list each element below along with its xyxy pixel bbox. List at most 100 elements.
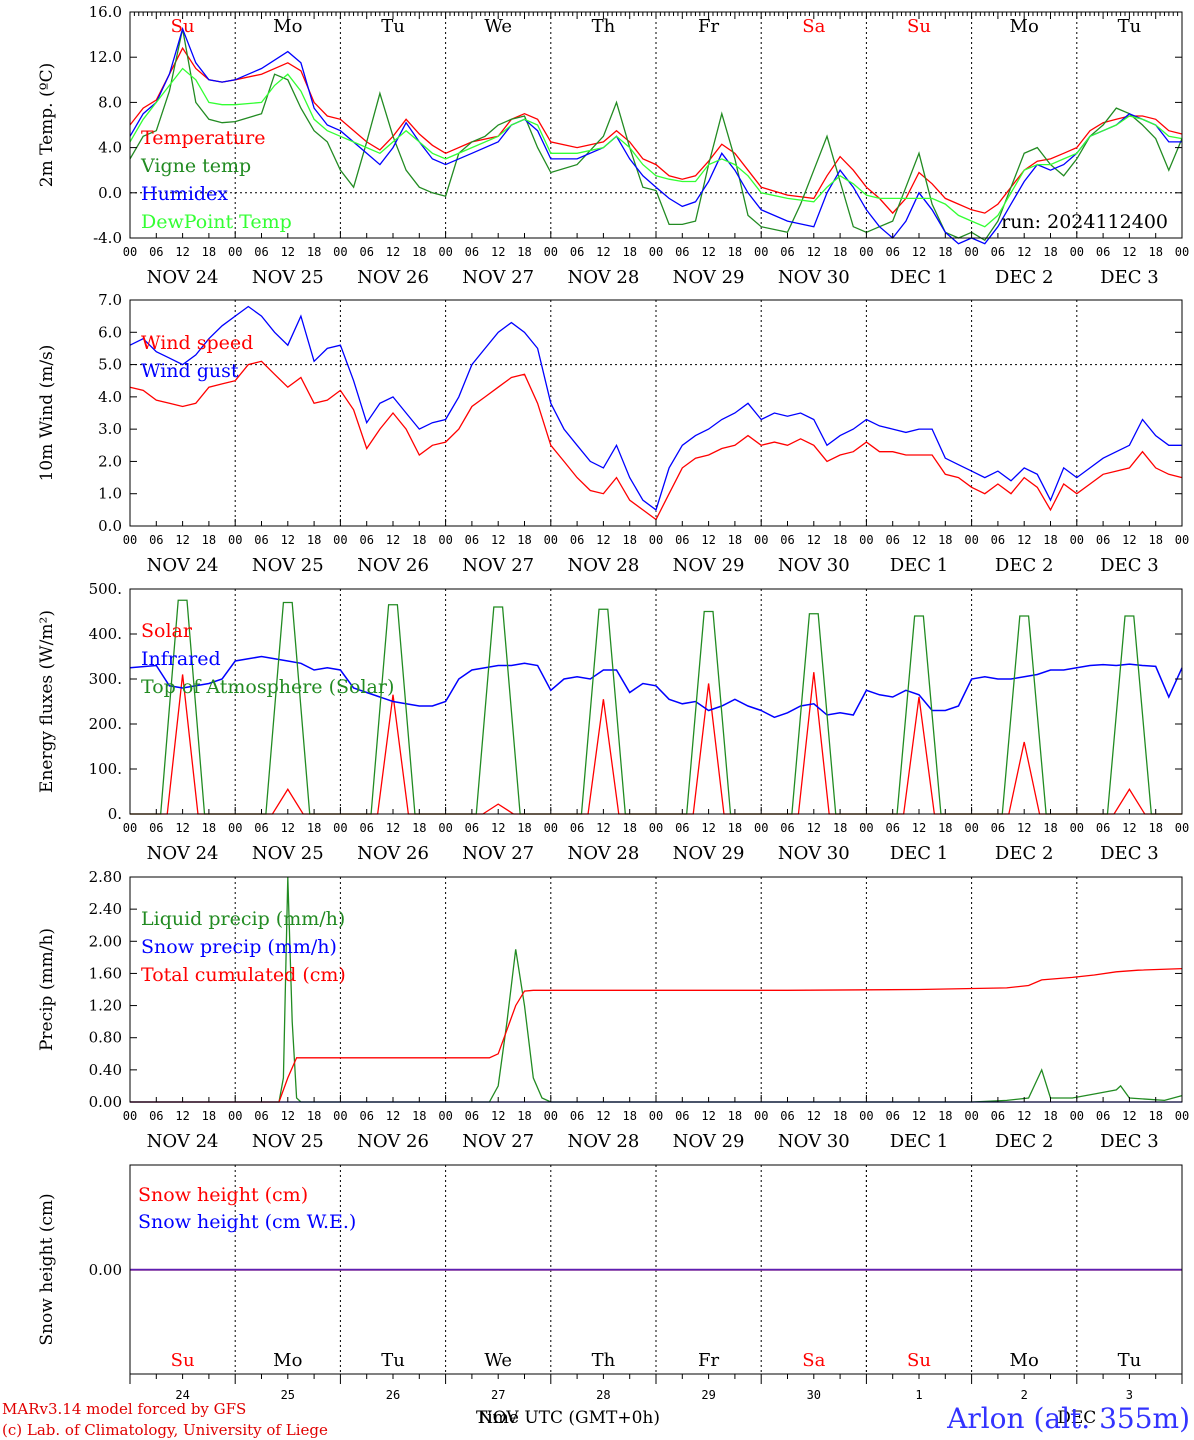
hour-label: 06 bbox=[675, 533, 689, 547]
legend-entry: Liquid precip (mm/h) bbox=[141, 908, 345, 930]
date-label: DEC 1 bbox=[890, 843, 949, 864]
hour-label: 00 bbox=[1175, 245, 1189, 259]
day-label: Tu bbox=[1118, 16, 1142, 37]
y-tick-label: 1.0 bbox=[98, 485, 122, 503]
hour-label: 06 bbox=[675, 1109, 689, 1123]
hour-label: 12 bbox=[281, 1109, 295, 1123]
hour-label: 18 bbox=[833, 1109, 847, 1123]
date-label: DEC 3 bbox=[1100, 555, 1159, 576]
hour-label: 18 bbox=[622, 533, 636, 547]
hour-label: 12 bbox=[491, 1109, 505, 1123]
station-label: Arlon (alt. 355m) bbox=[946, 1402, 1190, 1435]
hour-label: 12 bbox=[175, 245, 189, 259]
hour-label: 06 bbox=[1096, 821, 1110, 835]
hour-label: 00 bbox=[1175, 1109, 1189, 1123]
day-label: We bbox=[484, 16, 512, 37]
series-line-total-cumulated-cm bbox=[130, 967, 1183, 1103]
hour-label: 06 bbox=[149, 533, 163, 547]
y-tick-label: 100. bbox=[89, 760, 122, 778]
bottom-date-label: 1 bbox=[915, 1388, 922, 1402]
y-tick-label: 0. bbox=[108, 805, 122, 823]
date-label: NOV 24 bbox=[147, 267, 219, 288]
date-label: NOV 26 bbox=[357, 267, 429, 288]
hour-label: 12 bbox=[175, 533, 189, 547]
date-label: NOV 25 bbox=[252, 267, 324, 288]
hour-label: 00 bbox=[859, 245, 873, 259]
hour-label: 12 bbox=[807, 1109, 821, 1123]
hour-label: 00 bbox=[1070, 245, 1084, 259]
hour-label: 18 bbox=[728, 1109, 742, 1123]
hour-label: 18 bbox=[938, 821, 952, 835]
hour-label: 06 bbox=[885, 533, 899, 547]
date-label: NOV 25 bbox=[252, 555, 324, 576]
legend-entry: Wind gust bbox=[141, 360, 239, 382]
legend-entry: Snow height (cm W.E.) bbox=[138, 1211, 356, 1233]
hour-label: 00 bbox=[438, 245, 452, 259]
bottom-date-label: 2 bbox=[1021, 1388, 1028, 1402]
hour-label: 06 bbox=[149, 245, 163, 259]
y-tick-label: 2.00 bbox=[89, 932, 122, 950]
hour-label: 00 bbox=[859, 1109, 873, 1123]
day-label: Su bbox=[907, 16, 931, 37]
hour-label: 00 bbox=[544, 245, 558, 259]
hour-label: 12 bbox=[281, 245, 295, 259]
hour-label: 06 bbox=[991, 1109, 1005, 1123]
legend-entry: Humidex bbox=[141, 183, 228, 205]
hour-label: 00 bbox=[123, 821, 137, 835]
hour-label: 12 bbox=[912, 1109, 926, 1123]
hour-label: 06 bbox=[780, 1109, 794, 1123]
hour-label: 12 bbox=[807, 533, 821, 547]
hour-label: 18 bbox=[833, 821, 847, 835]
day-label: Th bbox=[592, 1350, 616, 1371]
day-label: We bbox=[484, 1350, 512, 1371]
hour-label: 00 bbox=[754, 821, 768, 835]
hour-label: 18 bbox=[833, 533, 847, 547]
hour-label: 12 bbox=[386, 533, 400, 547]
hour-label: 00 bbox=[964, 533, 978, 547]
day-label: Mo bbox=[1010, 16, 1039, 37]
hour-label: 12 bbox=[807, 821, 821, 835]
frames-layer bbox=[129, 11, 1183, 1384]
date-label: DEC 3 bbox=[1100, 1131, 1159, 1152]
y-tick-label: 0.80 bbox=[89, 1029, 122, 1047]
hour-label: 06 bbox=[149, 821, 163, 835]
hour-label: 00 bbox=[123, 1109, 137, 1123]
hour-label: 06 bbox=[254, 1109, 268, 1123]
y-tick-label: 2.40 bbox=[89, 900, 122, 918]
hour-label: 18 bbox=[202, 245, 216, 259]
date-label: DEC 2 bbox=[995, 843, 1054, 864]
hour-label: 18 bbox=[412, 245, 426, 259]
day-label: Fr bbox=[698, 16, 719, 37]
hour-label: 12 bbox=[1017, 533, 1031, 547]
y-axis-title: Snow height (cm) bbox=[37, 1193, 57, 1345]
date-label: NOV 27 bbox=[462, 267, 534, 288]
hour-label: 12 bbox=[807, 245, 821, 259]
hour-label: 18 bbox=[622, 821, 636, 835]
hour-label: 06 bbox=[359, 245, 373, 259]
date-label: NOV 29 bbox=[673, 843, 745, 864]
hour-label: 18 bbox=[202, 1109, 216, 1123]
date-label: NOV 29 bbox=[673, 1131, 745, 1152]
hour-label: 00 bbox=[1175, 533, 1189, 547]
date-label: NOV 28 bbox=[567, 267, 639, 288]
date-label: NOV 25 bbox=[252, 1131, 324, 1152]
legend-entry: Wind speed bbox=[141, 332, 253, 354]
series-line-wind-gust bbox=[129, 305, 1182, 511]
date-label: DEC 3 bbox=[1100, 843, 1159, 864]
hour-label: 00 bbox=[438, 821, 452, 835]
hour-label: 18 bbox=[1148, 533, 1162, 547]
month-overlay-label: DEC bbox=[1057, 1408, 1096, 1428]
text-layer: -4.00.04.08.012.016.02m Temp. (ºC) Temper… bbox=[37, 3, 1189, 1428]
hour-label: 00 bbox=[649, 533, 663, 547]
hour-label: 00 bbox=[754, 1109, 768, 1123]
hour-label: 12 bbox=[1122, 245, 1136, 259]
date-label: NOV 26 bbox=[357, 555, 429, 576]
hour-label: 06 bbox=[1096, 1109, 1110, 1123]
date-label: NOV 27 bbox=[462, 843, 534, 864]
hour-label: 18 bbox=[517, 1109, 531, 1123]
date-label: NOV 26 bbox=[357, 843, 429, 864]
hour-label: 06 bbox=[359, 1109, 373, 1123]
date-label: NOV 29 bbox=[673, 267, 745, 288]
date-label: NOV 29 bbox=[673, 555, 745, 576]
